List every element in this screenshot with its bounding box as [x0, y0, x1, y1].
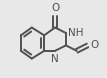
Text: N: N: [51, 54, 59, 64]
Text: O: O: [51, 3, 59, 13]
Text: NH: NH: [68, 28, 84, 38]
Text: O: O: [90, 40, 98, 50]
